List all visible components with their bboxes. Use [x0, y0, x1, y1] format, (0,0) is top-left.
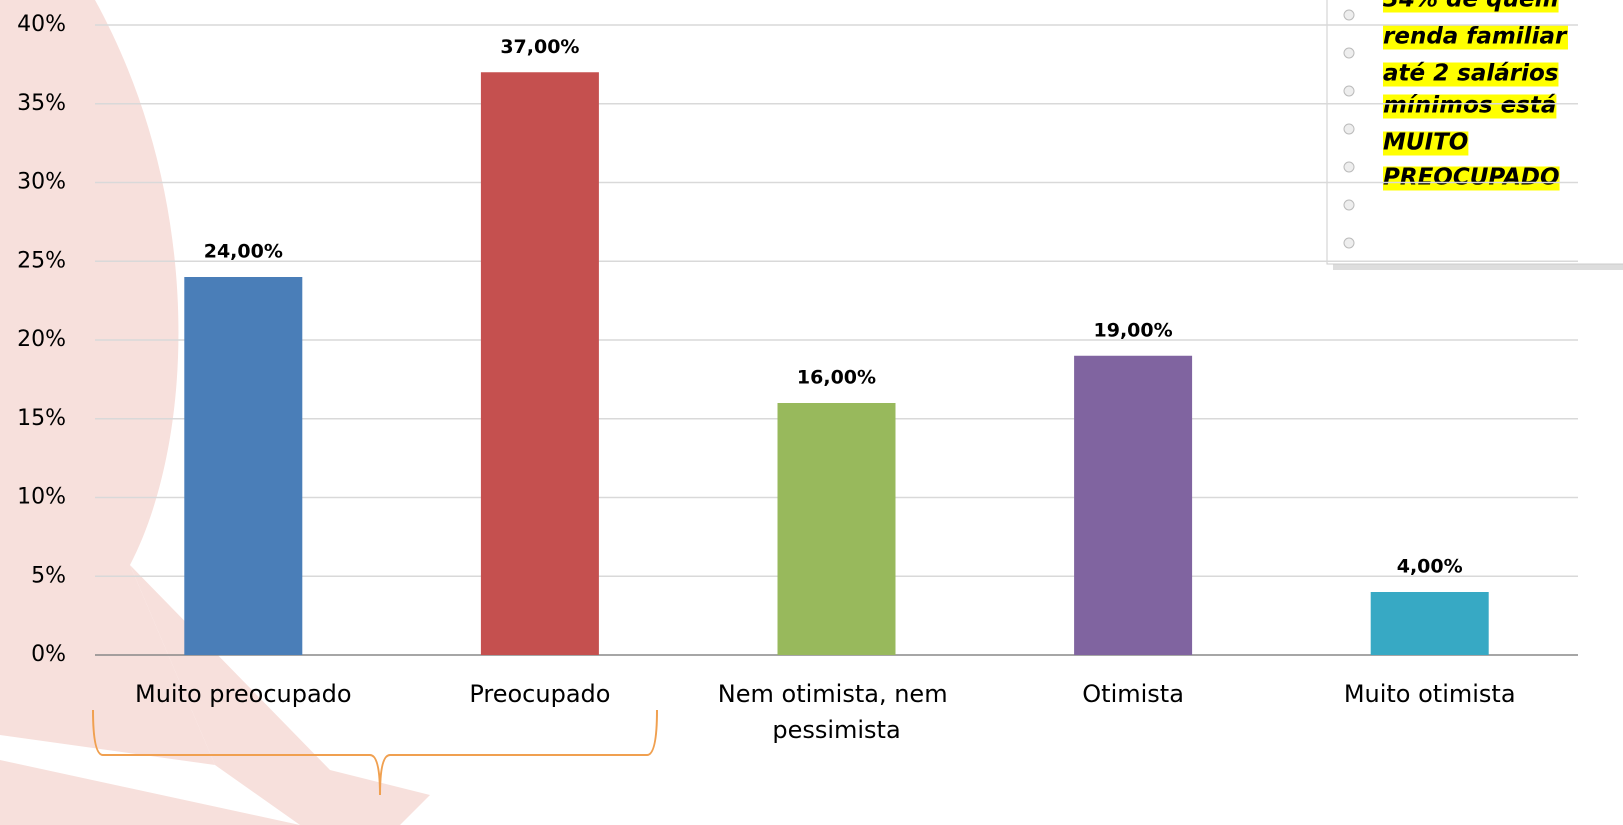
y-tick-label: 35% [17, 91, 66, 116]
value-label: 24,00% [204, 241, 283, 263]
ring-hole [1343, 237, 1355, 249]
note-text: até 2 salários [1383, 61, 1558, 87]
background-shape [0, 760, 300, 825]
y-tick-label: 30% [17, 170, 66, 195]
bar [184, 277, 303, 655]
bar [1370, 592, 1489, 655]
highlight [1383, 0, 1559, 13]
x-tick-label: Preocupado [469, 680, 610, 708]
highlight [1383, 131, 1469, 156]
note-text: renda familiar [1383, 24, 1568, 50]
y-tick-label: 10% [17, 485, 66, 510]
ring-hole [1343, 123, 1355, 135]
y-tick-label: 5% [31, 563, 66, 588]
ring-hole [1343, 47, 1355, 59]
x-tick-label: Muito preocupado [135, 680, 352, 708]
ring-hole [1343, 85, 1355, 97]
brace [92, 709, 658, 796]
x-tick-label: Muito otimista [1344, 680, 1516, 708]
bar [777, 403, 896, 655]
value-label: 4,00% [1397, 556, 1463, 578]
y-tick-label: 25% [17, 248, 66, 273]
highlight [1383, 62, 1559, 87]
background-shape [130, 565, 430, 825]
note-text: PREOCUPADO [1383, 165, 1560, 191]
highlight [1383, 166, 1560, 191]
x-tick-label: Nem otimista, nem pessimista [718, 680, 955, 744]
note-text: mínimos está [1383, 93, 1556, 119]
value-label: 37,00% [500, 36, 579, 58]
highlight [1383, 94, 1557, 119]
y-tick-label: 20% [17, 327, 66, 352]
value-label: 19,00% [1094, 319, 1173, 341]
y-tick-label: 40% [17, 12, 66, 37]
x-tick-label: Otimista [1082, 680, 1184, 708]
background-shape [0, 0, 215, 765]
note-text: MUITO [1383, 130, 1468, 156]
value-label: 16,00% [797, 367, 876, 389]
note-card: 34% de quem renda familiar até 2 salários m… [1326, 0, 1623, 270]
y-tick-label: 15% [17, 406, 66, 431]
bar [480, 72, 599, 655]
note-text: 34% de quem [1383, 0, 1559, 13]
ring-hole [1343, 9, 1355, 21]
bar [1074, 355, 1193, 655]
ring-hole [1343, 199, 1355, 211]
highlight [1383, 25, 1568, 50]
ring-hole [1343, 161, 1355, 173]
y-tick-label: 0% [31, 642, 66, 667]
